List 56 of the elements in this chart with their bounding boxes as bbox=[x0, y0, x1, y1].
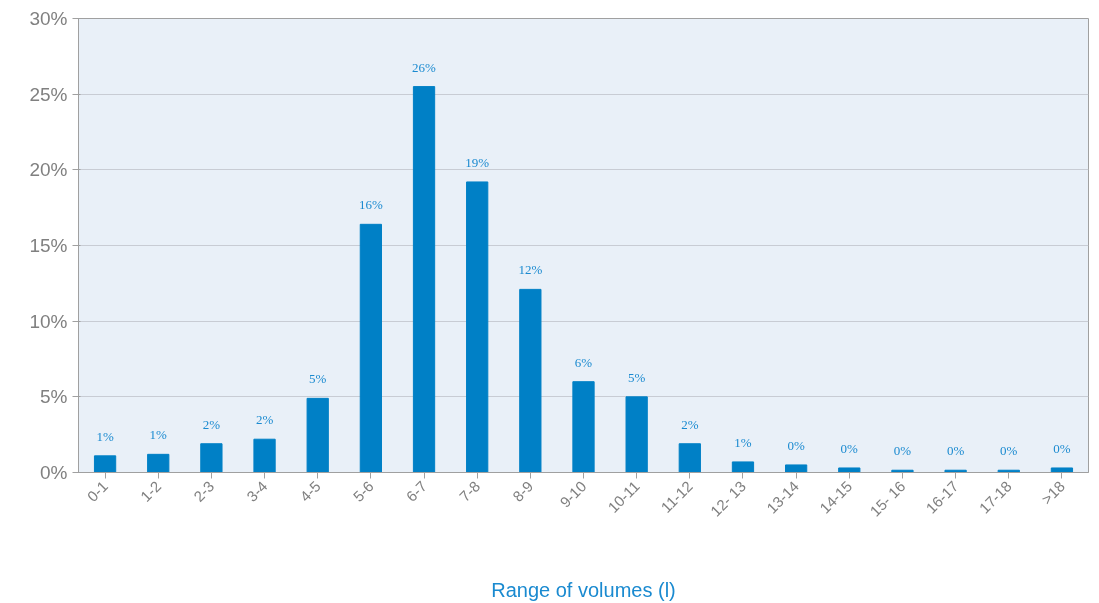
x-tick-label: 7-8 bbox=[455, 477, 484, 505]
bar bbox=[731, 461, 755, 473]
data-label: 16% bbox=[358, 197, 383, 213]
x-tick-label: 5-6 bbox=[349, 477, 377, 505]
bar bbox=[838, 467, 861, 473]
data-label: 0% bbox=[1000, 443, 1018, 459]
x-tick-label: 8-9 bbox=[509, 477, 537, 505]
bar bbox=[466, 181, 489, 473]
x-tick-label: >18 bbox=[1037, 477, 1068, 508]
data-label: 0% bbox=[946, 443, 965, 459]
y-tick-label: 0% bbox=[40, 462, 68, 483]
x-tick-label: 4-5 bbox=[296, 477, 324, 505]
data-label: 0% bbox=[1053, 440, 1071, 456]
bar bbox=[306, 397, 329, 473]
data-label: 0% bbox=[787, 437, 805, 453]
data-label: 2% bbox=[255, 412, 274, 428]
data-label: 26% bbox=[412, 59, 437, 75]
bar bbox=[785, 464, 808, 473]
bar bbox=[519, 288, 542, 473]
bar bbox=[253, 438, 276, 473]
data-label: 0% bbox=[840, 440, 859, 456]
x-tick-label: 15- 16 bbox=[866, 477, 909, 520]
data-label: 1% bbox=[734, 434, 752, 450]
data-label: 2% bbox=[681, 416, 699, 432]
bar bbox=[200, 443, 223, 473]
bar bbox=[1050, 467, 1074, 473]
bar bbox=[625, 396, 648, 473]
x-tick-label: 12- 13 bbox=[706, 477, 749, 520]
y-tick-label: 25% bbox=[29, 83, 68, 105]
data-label: 0% bbox=[893, 443, 912, 459]
x-tick-label: 1-2 bbox=[136, 477, 165, 505]
bar bbox=[147, 453, 170, 473]
bar bbox=[359, 223, 382, 473]
data-label: 5% bbox=[627, 369, 646, 385]
data-label: 12% bbox=[518, 262, 543, 278]
bar bbox=[412, 86, 436, 473]
data-label: 2% bbox=[202, 416, 221, 432]
data-label: 1% bbox=[96, 428, 114, 444]
x-tick-label: 0-1 bbox=[83, 477, 112, 505]
data-label: 19% bbox=[465, 154, 490, 170]
bar bbox=[572, 381, 595, 473]
x-tick-label: 2-3 bbox=[190, 477, 218, 505]
x-tick-label: 3-4 bbox=[243, 477, 271, 505]
data-label: 5% bbox=[309, 371, 327, 387]
y-tick-label: 5% bbox=[40, 386, 68, 408]
data-label: 1% bbox=[149, 427, 168, 443]
x-axis-title: Range of volumes (l) bbox=[491, 578, 676, 601]
y-tick-label: 20% bbox=[29, 159, 68, 181]
y-tick-label: 30% bbox=[29, 8, 68, 29]
y-tick-label: 15% bbox=[29, 235, 68, 256]
bar bbox=[93, 455, 117, 473]
data-label: 6% bbox=[574, 354, 593, 370]
y-tick-label: 10% bbox=[29, 310, 68, 332]
bar bbox=[678, 443, 701, 473]
x-tick-label: 6-7 bbox=[402, 477, 431, 505]
x-tick-label: 9-10 bbox=[556, 477, 590, 511]
